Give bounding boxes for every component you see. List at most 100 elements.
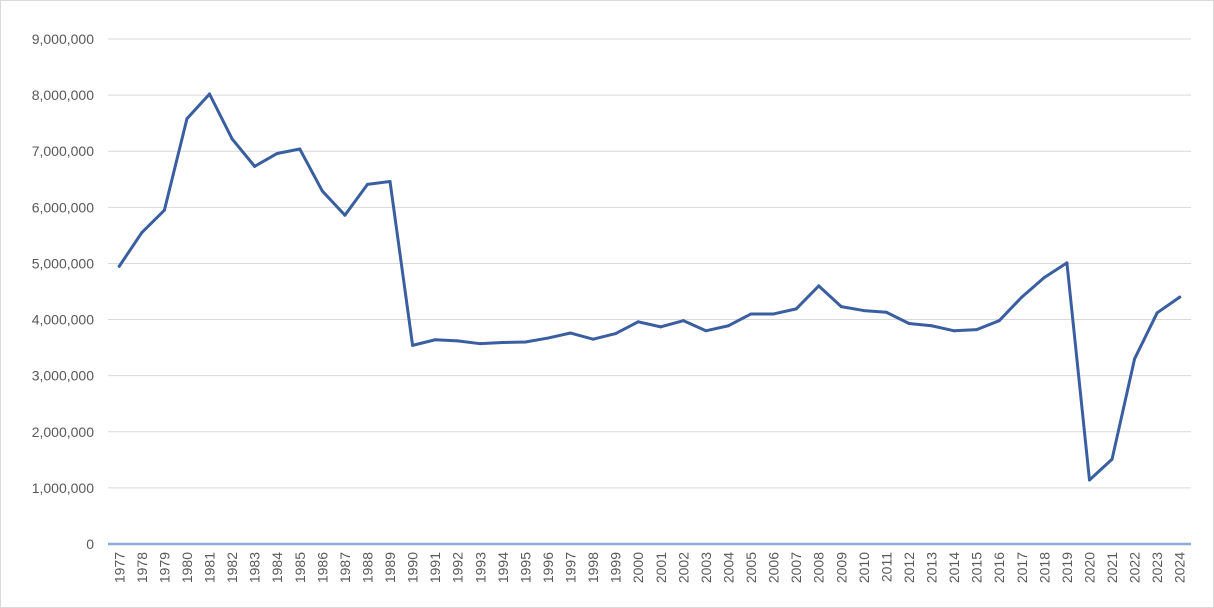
data-point [794,307,798,311]
y-tick-label: 0 [86,536,94,552]
x-tick-label: 2002 [675,552,691,583]
x-tick-label: 1994 [495,552,511,583]
data-point [298,147,302,151]
data-point [975,328,979,332]
x-tick-label: 2016 [991,552,1007,583]
x-tick-label: 2015 [969,552,985,583]
x-tick-label: 2006 [766,552,782,583]
y-tick-label: 7,000,000 [32,143,94,159]
x-tick-label: 1988 [359,552,375,583]
data-point [456,339,460,343]
data-point [569,331,573,335]
x-tick-label: 2010 [856,552,872,583]
data-point [930,324,934,328]
data-point [726,324,730,328]
data-point [411,343,415,347]
y-tick-label: 1,000,000 [32,480,94,496]
data-point [433,338,437,342]
x-tick-label: 2003 [698,552,714,583]
data-point [365,182,369,186]
x-tick-label: 2020 [1081,552,1097,583]
data-point [1178,295,1182,299]
y-tick-label: 5,000,000 [32,255,94,271]
data-point [253,164,257,168]
data-point [1155,311,1159,315]
x-tick-label: 2009 [833,552,849,583]
x-tick-label: 2021 [1104,552,1120,583]
data-point [388,180,392,184]
x-tick-label: 1979 [156,552,172,583]
x-tick-label: 2000 [630,552,646,583]
x-tick-label: 1996 [540,552,556,583]
gridlines [108,38,1191,489]
x-tick-label: 2013 [924,552,940,583]
data-point [839,305,843,309]
x-tick-label: 1995 [517,552,533,583]
data-point [546,336,550,340]
series-line [117,92,1182,482]
x-tick-label: 1992 [450,552,466,583]
data-point [862,309,866,313]
data-point [614,332,618,336]
x-tick-label: 2008 [811,552,827,583]
y-tick-label: 8,000,000 [32,87,94,103]
data-point [704,329,708,333]
data-point [749,312,753,316]
data-point [997,319,1001,323]
x-tick-label: 2018 [1036,552,1052,583]
data-point [907,321,911,325]
data-point [523,340,527,344]
data-point [1020,295,1024,299]
x-tick-label: 2019 [1059,552,1075,583]
x-tick-label: 2007 [788,552,804,583]
y-axis-tick-labels: 0 1,000,000 2,000,000 3,000,000 4,000,000 5,0… [32,31,95,552]
x-tick-label: 2024 [1172,552,1188,583]
x-tick-label: 2023 [1149,552,1165,583]
x-tick-label: 1991 [427,552,443,583]
data-point [1042,275,1046,279]
y-tick-label: 3,000,000 [32,368,94,384]
x-tick-label: 2014 [946,552,962,583]
x-tick-label: 1984 [269,552,285,583]
series-layer [117,92,1182,482]
x-tick-label: 1983 [247,552,263,583]
data-point [275,151,279,155]
data-point [1133,357,1137,361]
x-tick-label: 1997 [563,552,579,583]
y-tick-label: 4,000,000 [32,312,94,328]
data-point [162,208,166,212]
data-point [772,312,776,316]
x-tick-label: 2005 [743,552,759,583]
data-point [208,92,212,96]
x-tick-label: 1989 [382,552,398,583]
data-point [591,337,595,341]
data-point [185,117,189,121]
x-tick-label: 1987 [337,552,353,583]
data-point [659,325,663,329]
x-tick-label: 1981 [202,552,218,583]
data-point [952,329,956,333]
x-tick-label: 1978 [134,552,150,583]
y-tick-label: 9,000,000 [32,31,94,47]
x-tick-label: 1993 [472,552,488,583]
x-tick-label: 2001 [653,552,669,583]
data-point [1065,261,1069,265]
data-point [681,319,685,323]
x-tick-label: 2011 [878,552,894,582]
data-point [343,213,347,217]
data-point [117,264,121,268]
y-tick-label: 2,000,000 [32,424,94,440]
x-tick-label: 2017 [1014,552,1030,583]
data-point [230,137,234,141]
x-tick-label: 2022 [1127,552,1143,583]
data-point [1110,457,1114,461]
x-tick-label: 1990 [405,552,421,583]
data-point [501,341,505,345]
x-tick-label: 2004 [720,552,736,583]
data-point [478,342,482,346]
x-axis-tick-labels: 1977 1978 1979 1980 1981 1982 1983 1984 1985 1986… [111,552,1187,583]
x-tick-label: 1980 [179,552,195,583]
data-point [636,320,640,324]
